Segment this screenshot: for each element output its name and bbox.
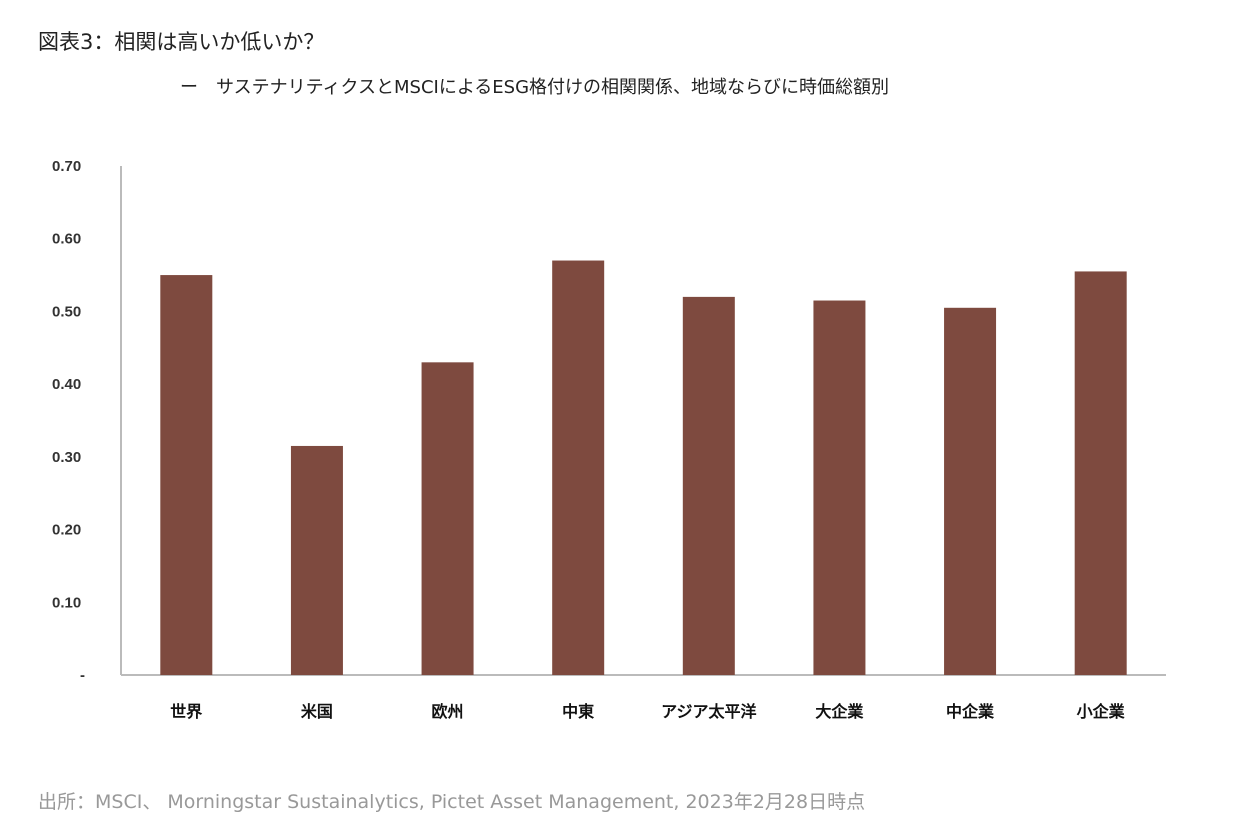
- bar: [290, 445, 343, 675]
- bar: [1074, 271, 1127, 675]
- bar: [944, 307, 997, 675]
- source-note: 出所：MSCI、 Morningstar Sustainalytics, Pic…: [38, 791, 866, 813]
- y-tick-label: 0.10: [52, 594, 81, 611]
- y-tick-label: 0.60: [52, 231, 81, 248]
- bar: [813, 300, 866, 675]
- x-category-label: 中企業: [946, 702, 995, 721]
- x-category-label: アジア太平洋: [661, 702, 756, 721]
- y-tick-label: 0.70: [52, 158, 81, 175]
- bar: [160, 275, 213, 675]
- y-tick-label: 0.20: [52, 522, 81, 539]
- y-tick-label: 0.30: [52, 449, 81, 466]
- x-category-label: 大企業: [815, 702, 864, 721]
- bar: [421, 362, 474, 675]
- x-category-label: 世界: [170, 702, 202, 721]
- y-tick-label: -: [80, 667, 85, 684]
- x-category-label: 欧州: [432, 702, 464, 721]
- bar: [682, 296, 735, 675]
- x-category-label: 小企業: [1077, 702, 1126, 721]
- x-category-label: 米国: [301, 702, 333, 721]
- y-tick-label: 0.50: [52, 303, 81, 320]
- x-category-label: 中東: [562, 702, 594, 721]
- chart-subtitle: ー サステナリティクスとMSCIによるESG格付けの相関関係、地域ならびに時価総…: [180, 77, 890, 98]
- y-tick-label: 0.40: [52, 376, 81, 393]
- chart-title: 図表3：相関は高いか低いか？: [38, 30, 325, 54]
- bar: [552, 260, 605, 675]
